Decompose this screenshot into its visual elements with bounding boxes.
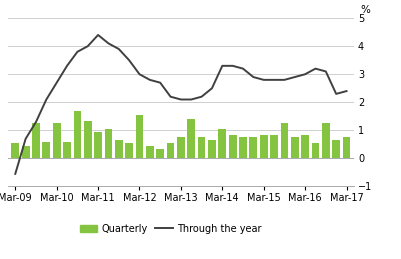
Bar bbox=[166, 143, 174, 159]
Bar bbox=[135, 115, 143, 159]
Bar bbox=[187, 119, 194, 159]
Bar bbox=[249, 137, 257, 159]
Bar bbox=[32, 123, 40, 159]
Bar bbox=[280, 123, 288, 159]
Bar bbox=[94, 132, 102, 159]
Bar bbox=[156, 149, 164, 159]
Bar bbox=[239, 137, 246, 159]
Bar bbox=[259, 135, 267, 159]
Bar bbox=[63, 142, 71, 159]
Bar bbox=[22, 146, 29, 159]
Bar bbox=[146, 146, 153, 159]
Bar bbox=[208, 140, 215, 159]
Bar bbox=[104, 129, 112, 159]
Bar bbox=[300, 135, 308, 159]
Text: %: % bbox=[360, 5, 370, 15]
Bar bbox=[84, 120, 91, 159]
Bar bbox=[197, 137, 205, 159]
Bar bbox=[11, 143, 19, 159]
Bar bbox=[73, 111, 81, 159]
Bar bbox=[269, 135, 277, 159]
Bar bbox=[228, 135, 236, 159]
Bar bbox=[321, 123, 329, 159]
Bar bbox=[43, 142, 50, 159]
Bar bbox=[332, 140, 339, 159]
Bar bbox=[176, 137, 184, 159]
Bar bbox=[290, 137, 298, 159]
Bar bbox=[115, 140, 122, 159]
Bar bbox=[218, 129, 226, 159]
Bar bbox=[53, 123, 61, 159]
Bar bbox=[311, 143, 318, 159]
Bar bbox=[125, 143, 133, 159]
Legend: Quarterly, Through the year: Quarterly, Through the year bbox=[76, 220, 264, 238]
Bar bbox=[342, 137, 350, 159]
